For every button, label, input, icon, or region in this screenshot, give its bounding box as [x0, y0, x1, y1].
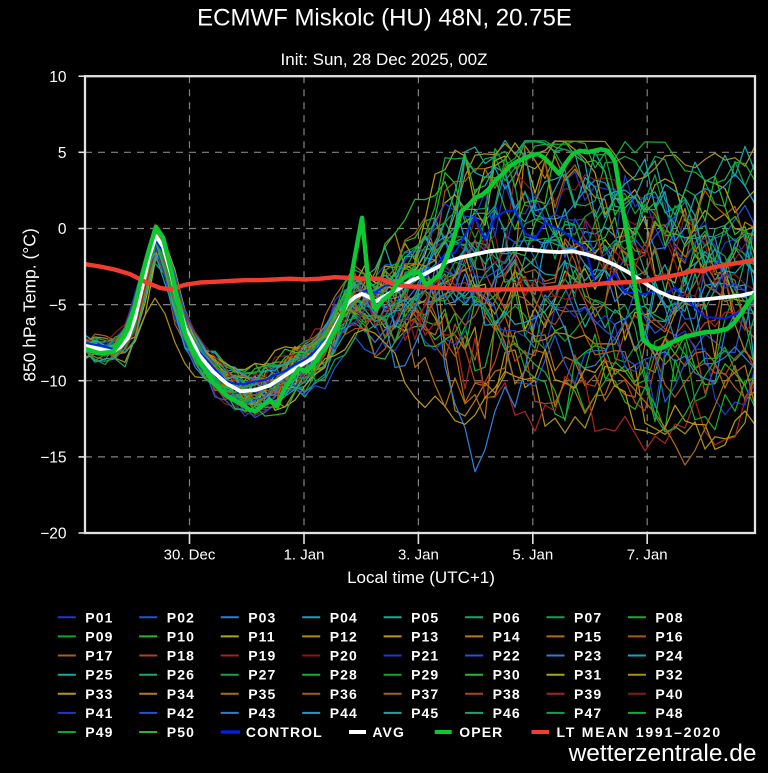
svg-text:P24: P24 [655, 648, 683, 664]
svg-text:OPER: OPER [459, 724, 503, 740]
svg-text:P11: P11 [248, 628, 275, 644]
svg-text:P12: P12 [330, 628, 358, 644]
svg-text:P28: P28 [330, 667, 358, 683]
svg-text:P43: P43 [248, 705, 276, 721]
svg-text:P50: P50 [167, 724, 195, 740]
svg-text:P36: P36 [330, 686, 358, 702]
svg-text:P48: P48 [655, 705, 683, 721]
svg-text:P10: P10 [167, 628, 195, 644]
svg-text:P05: P05 [411, 609, 439, 625]
svg-text:P35: P35 [248, 686, 276, 702]
svg-text:P47: P47 [574, 705, 602, 721]
svg-text:P21: P21 [411, 648, 439, 664]
svg-text:P39: P39 [574, 686, 602, 702]
svg-text:P19: P19 [248, 648, 276, 664]
svg-text:1. Jan: 1. Jan [284, 547, 325, 564]
svg-text:ECMWF Miskolc (HU) 48N, 20.75E: ECMWF Miskolc (HU) 48N, 20.75E [197, 5, 572, 32]
svg-text:P25: P25 [85, 667, 113, 683]
svg-text:P18: P18 [167, 648, 195, 664]
svg-text:P09: P09 [85, 628, 113, 644]
svg-text:P30: P30 [493, 667, 521, 683]
svg-text:P02: P02 [167, 609, 195, 625]
svg-text:P33: P33 [85, 686, 113, 702]
svg-text:P44: P44 [330, 705, 358, 721]
svg-text:P17: P17 [85, 648, 113, 664]
svg-text:P42: P42 [167, 705, 195, 721]
svg-text:P23: P23 [574, 648, 602, 664]
svg-text:P15: P15 [574, 628, 602, 644]
svg-text:−15: −15 [40, 450, 66, 467]
svg-text:10: 10 [49, 69, 67, 86]
svg-text:30. Dec: 30. Dec [164, 547, 216, 564]
svg-text:P26: P26 [167, 667, 195, 683]
svg-text:−20: −20 [40, 526, 67, 543]
svg-text:P20: P20 [330, 648, 358, 664]
svg-text:P41: P41 [85, 705, 113, 721]
svg-text:AVG: AVG [372, 724, 405, 740]
svg-text:−5: −5 [49, 297, 67, 314]
svg-text:P40: P40 [655, 686, 683, 702]
svg-text:P03: P03 [248, 609, 276, 625]
svg-text:P01: P01 [85, 609, 113, 625]
svg-text:P46: P46 [493, 705, 521, 721]
svg-text:P45: P45 [411, 705, 439, 721]
svg-text:P27: P27 [248, 667, 276, 683]
svg-text:P29: P29 [411, 667, 439, 683]
svg-text:P14: P14 [493, 628, 521, 644]
svg-text:850 hPa Temp. (°C): 850 hPa Temp. (°C) [20, 228, 40, 382]
svg-text:Local time (UTC+1): Local time (UTC+1) [347, 568, 495, 587]
svg-text:wetterzentrale.de: wetterzentrale.de [568, 740, 757, 767]
svg-text:P31: P31 [574, 667, 602, 683]
svg-text:5: 5 [58, 145, 67, 162]
svg-text:7. Jan: 7. Jan [627, 547, 668, 564]
svg-text:P22: P22 [493, 648, 521, 664]
svg-text:P07: P07 [574, 609, 602, 625]
svg-text:P04: P04 [330, 609, 358, 625]
svg-text:P13: P13 [411, 628, 439, 644]
svg-text:P06: P06 [493, 609, 521, 625]
svg-text:5. Jan: 5. Jan [512, 547, 553, 564]
svg-text:P16: P16 [655, 628, 683, 644]
svg-text:P08: P08 [655, 609, 683, 625]
svg-text:P32: P32 [655, 667, 683, 683]
svg-text:P37: P37 [411, 686, 439, 702]
svg-text:Init: Sun, 28 Dec 2025, 00Z: Init: Sun, 28 Dec 2025, 00Z [281, 50, 488, 69]
svg-text:P38: P38 [493, 686, 521, 702]
svg-text:−10: −10 [40, 373, 67, 390]
svg-text:3. Jan: 3. Jan [398, 547, 439, 564]
svg-text:0: 0 [58, 221, 67, 238]
svg-text:LT MEAN 1991–2020: LT MEAN 1991–2020 [557, 724, 722, 740]
svg-text:CONTROL: CONTROL [246, 724, 323, 740]
svg-text:P49: P49 [85, 724, 113, 740]
svg-text:P34: P34 [167, 686, 195, 702]
